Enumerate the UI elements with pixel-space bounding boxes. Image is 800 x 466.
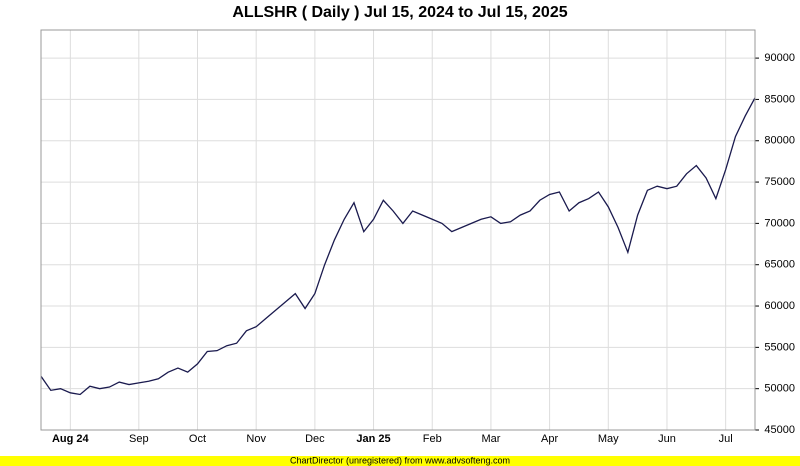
- x-tick-label: Jul: [719, 433, 733, 445]
- chart-title: ALLSHR ( Daily ) Jul 15, 2024 to Jul 15,…: [232, 4, 567, 21]
- y-tick-label: 75000: [764, 176, 795, 188]
- x-tick-label: Aug 24: [52, 433, 90, 445]
- plot-area: [40, 29, 756, 431]
- footer-bar: [0, 456, 800, 466]
- data-line: [40, 97, 756, 396]
- y-tick-label: 60000: [764, 300, 795, 312]
- x-tick-label: Jun: [658, 433, 676, 445]
- y-tick-label: 80000: [764, 135, 795, 147]
- x-tick-label: Sep: [129, 433, 149, 445]
- x-tick-label: Oct: [189, 433, 206, 445]
- y-tick-label: 45000: [764, 424, 795, 436]
- y-tick-label: 90000: [764, 52, 795, 64]
- y-tick-label: 85000: [764, 93, 795, 105]
- plot-border: [40, 29, 756, 431]
- x-tick-label: May: [598, 433, 619, 445]
- y-tick-label: 65000: [764, 259, 795, 271]
- footer: ChartDirector (unregistered) from www.ad…: [290, 455, 510, 465]
- x-tick-label: Nov: [246, 433, 266, 445]
- x-tick-label: Dec: [305, 433, 325, 445]
- y-tick-label: 55000: [764, 341, 795, 353]
- y-tick-label: 70000: [764, 217, 795, 229]
- x-tick-label: Apr: [541, 433, 558, 445]
- x-tick-label: Mar: [481, 433, 500, 445]
- y-tick-label: 50000: [764, 383, 795, 395]
- x-tick-label: Feb: [423, 433, 442, 445]
- x-tick-label: Jan 25: [356, 433, 390, 445]
